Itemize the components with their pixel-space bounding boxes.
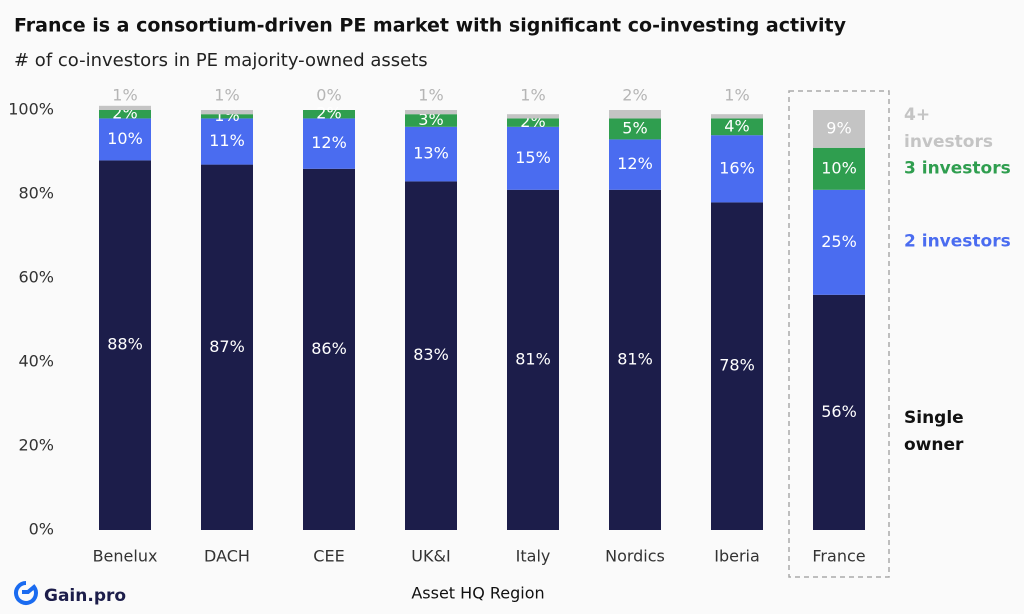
bar-segment <box>303 168 355 531</box>
data-label: 10% <box>107 129 143 148</box>
data-label: 88% <box>107 335 143 354</box>
data-label: 16% <box>719 158 755 177</box>
y-tick-label: 100% <box>8 100 54 119</box>
bar-segment <box>201 110 253 115</box>
data-label: 11% <box>209 131 245 150</box>
y-tick-label: 60% <box>18 268 54 287</box>
bar-segment <box>711 135 763 203</box>
y-tick-label: 80% <box>18 184 54 203</box>
y-tick-label: 40% <box>18 352 54 371</box>
data-label: 3% <box>418 110 443 129</box>
bar-segment <box>813 189 865 295</box>
data-label: 1% <box>112 86 137 105</box>
x-tick-label: Nordics <box>605 547 665 566</box>
data-label: 2% <box>622 86 647 105</box>
bar-segment <box>507 126 559 190</box>
legend-label: 3 investors <box>904 158 1011 179</box>
highlight-box <box>788 90 890 578</box>
bar-segment <box>405 110 457 115</box>
data-label: 5% <box>622 118 647 137</box>
chart-title: France is a consortium-driven PE market … <box>14 15 847 37</box>
y-tick-label: 0% <box>29 520 54 539</box>
data-label: 15% <box>515 148 551 167</box>
x-tick-label: DACH <box>204 547 250 566</box>
x-tick-label: Iberia <box>714 547 760 566</box>
bar-segment <box>711 118 763 136</box>
bar-segment <box>813 110 865 148</box>
data-label: 78% <box>719 356 755 375</box>
bar-segment <box>507 114 559 119</box>
bar-segment <box>201 114 253 119</box>
x-tick-label: CEE <box>313 547 344 566</box>
legend-label: 4+ investors <box>904 104 993 152</box>
bar-segment <box>609 110 661 119</box>
x-tick-label: Italy <box>516 547 551 566</box>
bar-segment <box>201 118 253 165</box>
data-label: 1% <box>214 86 239 105</box>
bar-segment <box>609 118 661 140</box>
data-label: 9% <box>826 118 851 137</box>
data-label: 0% <box>316 86 341 105</box>
data-label: 1% <box>724 86 749 105</box>
bar-segment <box>99 110 151 119</box>
data-label: 1% <box>214 106 239 125</box>
bar-segment <box>303 118 355 169</box>
bar-segment <box>507 118 559 127</box>
data-label: 81% <box>617 349 653 368</box>
bar-segment <box>405 181 457 530</box>
x-axis-label: Asset HQ Region <box>411 584 544 603</box>
data-label: 12% <box>617 154 653 173</box>
bar-segment <box>99 160 151 530</box>
data-label: 25% <box>821 232 857 251</box>
data-label: 13% <box>413 144 449 163</box>
data-label: 12% <box>311 133 347 152</box>
data-label: 1% <box>418 86 443 105</box>
data-label: 81% <box>515 349 551 368</box>
bar-segment <box>405 126 457 182</box>
logo-icon <box>14 581 38 605</box>
bar-segment <box>813 294 865 530</box>
bar-segment <box>711 114 763 119</box>
data-label: 10% <box>821 158 857 177</box>
bar-segment <box>711 202 763 530</box>
data-label: 4% <box>724 116 749 135</box>
bar-segment <box>609 189 661 531</box>
x-tick-label: UK&I <box>411 547 450 566</box>
bar-segment <box>507 189 559 531</box>
bar-segment <box>405 114 457 127</box>
bar-segment <box>609 139 661 190</box>
x-tick-label: Benelux <box>93 547 158 566</box>
logo-text: Gain.pro <box>44 586 126 606</box>
data-label: 2% <box>316 104 341 123</box>
data-label: 87% <box>209 337 245 356</box>
bar-segment <box>201 164 253 530</box>
logo: Gain.pro <box>14 581 126 606</box>
chart-subtitle: # of co-investors in PE majority-owned a… <box>14 50 428 71</box>
bar-segment <box>813 147 865 190</box>
bar-segment <box>99 105 151 110</box>
data-label: 86% <box>311 339 347 358</box>
y-tick-label: 20% <box>18 436 54 455</box>
legend-label: Single owner <box>904 408 964 456</box>
x-tick-label: France <box>812 547 865 566</box>
bar-segment <box>99 118 151 161</box>
legend-label: 2 investors <box>904 231 1011 252</box>
bar-segment <box>303 110 355 119</box>
data-label: 1% <box>520 86 545 105</box>
data-label: 56% <box>821 402 857 421</box>
data-label: 83% <box>413 345 449 364</box>
